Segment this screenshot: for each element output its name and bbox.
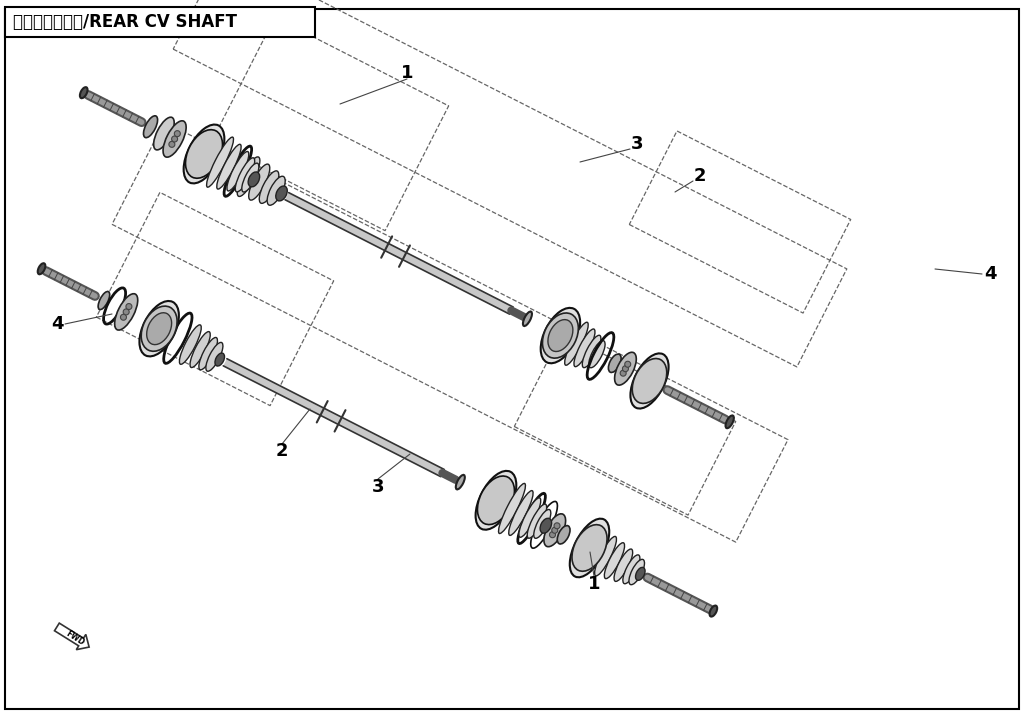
Ellipse shape xyxy=(163,121,186,157)
Ellipse shape xyxy=(227,151,249,191)
Ellipse shape xyxy=(544,514,565,547)
Ellipse shape xyxy=(80,87,87,99)
Ellipse shape xyxy=(199,338,217,370)
Ellipse shape xyxy=(139,301,179,356)
Ellipse shape xyxy=(608,354,622,373)
Text: 2: 2 xyxy=(693,167,707,185)
Text: 1: 1 xyxy=(588,575,600,593)
Ellipse shape xyxy=(541,308,581,363)
Ellipse shape xyxy=(154,117,174,150)
Ellipse shape xyxy=(267,176,286,205)
Text: 1: 1 xyxy=(400,64,414,82)
Ellipse shape xyxy=(564,322,588,366)
Ellipse shape xyxy=(550,532,555,538)
Ellipse shape xyxy=(179,325,202,364)
Ellipse shape xyxy=(623,555,640,584)
Ellipse shape xyxy=(632,358,667,403)
Ellipse shape xyxy=(477,476,514,525)
Ellipse shape xyxy=(614,352,636,385)
Ellipse shape xyxy=(248,172,260,187)
Ellipse shape xyxy=(636,568,645,580)
Ellipse shape xyxy=(123,309,129,315)
Polygon shape xyxy=(285,193,513,314)
Bar xyxy=(5,7,315,37)
Text: 3: 3 xyxy=(372,478,384,496)
Ellipse shape xyxy=(629,559,644,585)
Ellipse shape xyxy=(236,158,255,192)
Ellipse shape xyxy=(206,343,223,371)
Ellipse shape xyxy=(242,163,259,192)
Ellipse shape xyxy=(523,311,531,326)
Ellipse shape xyxy=(527,504,547,538)
Text: 3: 3 xyxy=(631,135,643,153)
Ellipse shape xyxy=(625,361,631,367)
Text: FWD: FWD xyxy=(65,630,86,648)
Ellipse shape xyxy=(557,526,570,544)
Ellipse shape xyxy=(169,141,175,147)
Ellipse shape xyxy=(141,306,177,351)
Ellipse shape xyxy=(572,525,607,571)
Ellipse shape xyxy=(207,137,233,187)
Ellipse shape xyxy=(238,157,260,196)
Ellipse shape xyxy=(583,336,601,368)
Ellipse shape xyxy=(185,130,222,178)
Ellipse shape xyxy=(275,186,288,201)
Ellipse shape xyxy=(554,523,560,529)
Text: 4: 4 xyxy=(51,315,63,333)
Ellipse shape xyxy=(543,313,579,358)
Ellipse shape xyxy=(726,416,734,428)
Ellipse shape xyxy=(631,353,669,408)
Ellipse shape xyxy=(249,164,269,200)
Ellipse shape xyxy=(172,136,177,142)
Ellipse shape xyxy=(217,144,241,189)
Ellipse shape xyxy=(548,320,572,351)
Ellipse shape xyxy=(519,498,541,537)
Ellipse shape xyxy=(38,263,45,274)
Ellipse shape xyxy=(589,341,605,368)
Polygon shape xyxy=(223,358,444,477)
Ellipse shape xyxy=(499,483,525,533)
Ellipse shape xyxy=(595,536,616,576)
Ellipse shape xyxy=(614,549,633,581)
Ellipse shape xyxy=(98,291,110,310)
Ellipse shape xyxy=(710,605,717,617)
Ellipse shape xyxy=(552,527,558,533)
Ellipse shape xyxy=(146,313,172,345)
Ellipse shape xyxy=(623,366,629,372)
Ellipse shape xyxy=(456,475,465,489)
Ellipse shape xyxy=(174,131,180,136)
Polygon shape xyxy=(54,623,89,650)
Ellipse shape xyxy=(569,518,609,578)
Ellipse shape xyxy=(183,124,224,183)
Ellipse shape xyxy=(121,314,126,321)
Text: 4: 4 xyxy=(984,265,996,283)
Ellipse shape xyxy=(115,293,138,330)
Ellipse shape xyxy=(259,171,279,203)
Ellipse shape xyxy=(604,543,625,578)
Ellipse shape xyxy=(126,303,132,310)
Ellipse shape xyxy=(621,370,627,376)
Ellipse shape xyxy=(509,491,534,536)
Text: 后桥等速传动轴/REAR CV SHAFT: 后桥等速传动轴/REAR CV SHAFT xyxy=(13,13,237,31)
Text: 2: 2 xyxy=(275,442,288,460)
Ellipse shape xyxy=(540,518,552,533)
Ellipse shape xyxy=(475,471,516,530)
Ellipse shape xyxy=(190,331,210,368)
Ellipse shape xyxy=(215,353,224,366)
Ellipse shape xyxy=(573,329,595,367)
Ellipse shape xyxy=(534,510,551,538)
Ellipse shape xyxy=(143,116,158,138)
